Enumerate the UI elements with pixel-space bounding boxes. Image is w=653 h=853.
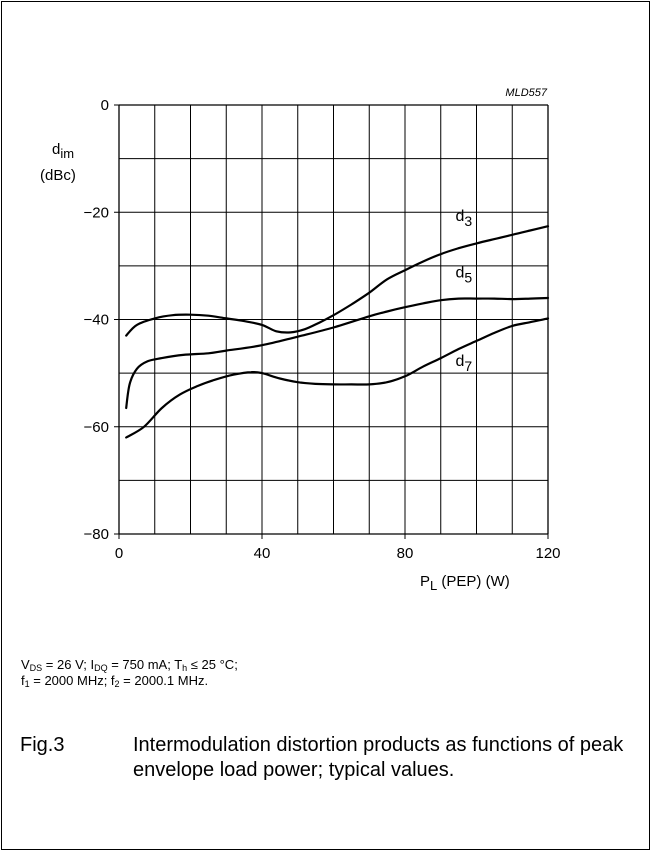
conditions-line-2: f1 = 2000 MHz; f2 = 2000.1 MHz. (21, 673, 209, 689)
series-line-d7 (125, 317, 550, 439)
x-tick-label: 80 (397, 545, 414, 562)
y-axis-unit: (dBc) (40, 167, 76, 184)
caption-text: Intermodulation distortion products as f… (133, 734, 624, 781)
y-tick-label: −20 (84, 204, 109, 221)
x-tick-label: 40 (254, 545, 271, 562)
series-line-d3 (125, 225, 550, 337)
y-axis-label: dim (52, 141, 74, 161)
y-tick-label: 0 (101, 97, 109, 114)
series-line-d5 (125, 296, 550, 410)
y-tick-label: −80 (84, 526, 109, 543)
series-label-d3: d3 (456, 208, 473, 229)
figure-code: MLD557 (505, 87, 547, 99)
tick-labels: 0 40 80 120 0 −20 −40 −60 −80 (84, 97, 561, 562)
chart-grid (114, 104, 549, 539)
series-labels: d3 d5 d7 (456, 208, 473, 374)
x-tick-label: 0 (115, 545, 123, 562)
y-tick-label: −40 (84, 312, 109, 329)
series-label-d5: d5 (456, 264, 473, 285)
series-lines (125, 225, 550, 439)
y-tick-label: −60 (84, 419, 109, 436)
conditions-line-1: VDS = 26 V; IDQ = 750 mA; Th ≤ 25 °C; (21, 657, 238, 673)
x-tick-label: 120 (535, 545, 560, 562)
x-axis-label: PL (PEP) (W) (420, 573, 510, 593)
caption-label: Fig.3 (20, 734, 65, 756)
series-label-d7: d7 (456, 353, 473, 374)
test-conditions: VDS = 26 V; IDQ = 750 mA; Th ≤ 25 °C; f1… (21, 657, 238, 689)
